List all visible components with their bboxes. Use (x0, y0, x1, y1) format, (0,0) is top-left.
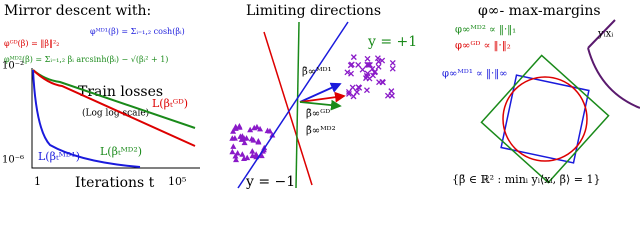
plot-subtitle: (Log log scale) (82, 108, 149, 119)
cross (364, 61, 371, 68)
y-tick-label: 10⁻⁶ (2, 155, 24, 166)
potential-md1: φᴹᴰ¹(β) = Σᵢ₌₁,₂ cosh(βᵢ) (90, 27, 185, 36)
class-label: y = −1 (245, 174, 295, 190)
figure: Mirror descent with: φᴳᴰ(β) = ‖β‖²₂ φᴹᴰ¹… (2, 3, 640, 191)
norm-label: φ∞ᴳᴰ ∝ ‖·‖₂ (455, 41, 511, 52)
cross (346, 90, 352, 97)
norm-label: φ∞ᴹᴰ¹ ∝ ‖·‖∞ (442, 69, 507, 80)
triangle (232, 125, 239, 131)
linf-ball (500, 74, 590, 164)
potential-md2: φᴹᴰ²(β) = Σᵢ₌₁,₂ βᵢ arcsinh(βᵢ) − √(βᵢ² … (4, 55, 168, 64)
cross (388, 88, 395, 95)
triangle (233, 156, 240, 163)
y-tick-label: 10⁻² (2, 61, 24, 72)
cross (349, 84, 356, 91)
margin-label: yᵢxᵢ (597, 29, 613, 40)
constraint: {β̄ ∈ ℝ² : minᵢ yᵢ⟨xᵢ, β̄⟩ = 1} (452, 173, 600, 186)
direction-label: β̄∞ᴳᴰ (306, 109, 330, 120)
direction-md2 (299, 99, 342, 111)
separator-md1 (237, 21, 349, 189)
triangle (258, 152, 265, 159)
x-tick-label: 10⁵ (168, 175, 186, 188)
cross (350, 54, 357, 61)
class-label: y = +1 (367, 34, 417, 50)
triangle (249, 148, 256, 154)
triangle (229, 148, 236, 155)
triangle (239, 151, 246, 157)
triangle (247, 126, 254, 133)
x-label: Iterations t (75, 175, 155, 191)
direction-label: β̄∞ᴹᴰ² (306, 126, 336, 137)
loss-md1 (32, 69, 141, 168)
triangle (237, 133, 244, 139)
cross (344, 69, 351, 76)
direction-md1 (299, 82, 342, 103)
triangle (244, 154, 251, 161)
negative-points (229, 123, 276, 163)
cross (389, 59, 396, 66)
x-tick-label: 1 (34, 175, 41, 188)
cross (375, 63, 382, 70)
axes (31, 68, 200, 169)
cross (389, 65, 396, 72)
separator-md2 (295, 21, 300, 189)
l1-ball (480, 54, 610, 184)
separator-gd (263, 31, 313, 186)
panel-title: Limiting directions (246, 3, 381, 19)
triangle (264, 127, 271, 134)
triangle (253, 151, 260, 157)
panel-title: Mirror descent with: (4, 3, 151, 19)
cross (379, 78, 386, 85)
cross (348, 70, 354, 77)
cross (365, 61, 372, 68)
triangle (234, 149, 241, 156)
cross (353, 89, 360, 96)
cross (379, 57, 386, 64)
potential-gd: φᴳᴰ(β) = ‖β‖²₂ (4, 39, 59, 48)
cross (355, 84, 362, 91)
triangle (251, 124, 258, 131)
margin-boundary (587, 19, 640, 109)
cross (364, 55, 371, 62)
cross (348, 61, 355, 68)
loss-gd (32, 69, 196, 147)
triangle (230, 128, 237, 134)
l2-ball (502, 76, 588, 162)
cross (363, 87, 370, 94)
direction-gd (299, 91, 346, 103)
curve-label: L(βₜᴹᴰ²) (100, 145, 142, 158)
triangle (257, 125, 264, 132)
norm-label: φ∞ᴹᴰ² ∝ ‖·‖₁ (455, 25, 516, 36)
cross (364, 70, 371, 77)
cross (384, 92, 391, 99)
curve-label: L(βₜᴳᴰ) (152, 97, 188, 110)
cross (359, 66, 366, 73)
direction-label: β̄∞ᴹᴰ¹ (302, 67, 332, 78)
triangle (230, 143, 237, 149)
triangle (249, 152, 256, 159)
triangle (232, 152, 239, 159)
triangle (241, 139, 248, 146)
triangle (255, 138, 262, 145)
triangle (241, 135, 248, 141)
panel-title: φ∞- max-margins (478, 3, 601, 19)
cross (370, 72, 376, 79)
triangle (231, 135, 238, 141)
triangle (236, 123, 243, 129)
triangle (269, 131, 276, 138)
triangle (248, 135, 255, 142)
curve-label: L(βₜᴹᴰ¹) (38, 150, 80, 163)
cross (372, 68, 379, 75)
cross (355, 61, 362, 68)
positive-points (344, 54, 396, 100)
